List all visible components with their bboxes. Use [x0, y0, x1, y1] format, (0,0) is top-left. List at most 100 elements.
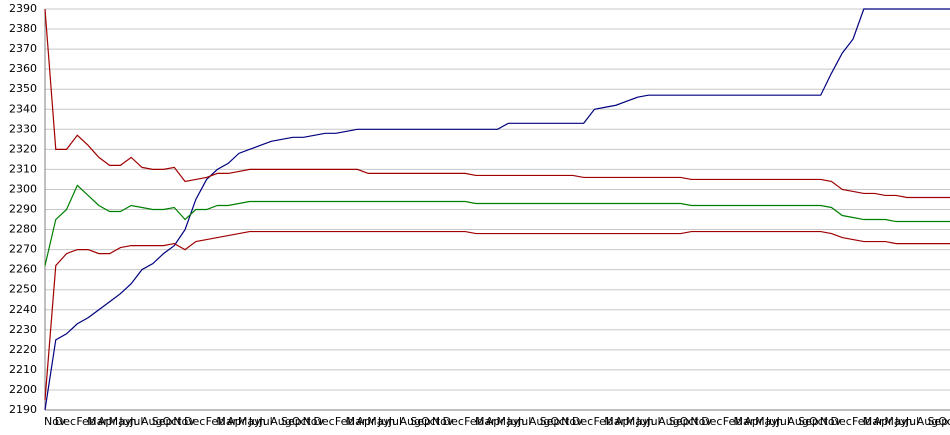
x-tick-label: Sep — [281, 415, 302, 428]
x-tick-label: May — [367, 415, 390, 428]
y-tick-label: 2200 — [9, 383, 37, 396]
x-tick-label: Dec — [443, 415, 464, 428]
x-tick-label: Dec — [184, 415, 205, 428]
x-tick-label: Mar — [863, 415, 884, 428]
x-tick-label: Nov — [820, 415, 842, 428]
x-tick-label: Aug — [658, 415, 679, 428]
x-tick-label: Mar — [87, 415, 108, 428]
x-tick-label: Mar — [734, 415, 755, 428]
x-tick-label: May — [755, 415, 778, 428]
y-tick-label: 2300 — [9, 182, 37, 195]
y-tick-label: 2250 — [9, 283, 37, 296]
x-tick-label: Dec — [830, 415, 851, 428]
series-line — [44, 230, 950, 401]
x-tick-label: Feb — [593, 415, 612, 428]
x-tick-label: Aug — [141, 415, 162, 428]
y-tick-label: 2310 — [9, 162, 37, 175]
x-tick-label: Mar — [604, 415, 625, 428]
x-tick-label: Jun — [118, 415, 136, 428]
y-tick-label: 2290 — [9, 203, 37, 216]
x-tick-label: Sep — [669, 415, 690, 428]
x-tick-label: Mar — [216, 415, 237, 428]
x-tick-label: Oct — [680, 415, 700, 428]
x-tick-label: Aug — [787, 415, 808, 428]
y-tick-label: 2240 — [9, 303, 37, 316]
x-tick-label: Dec — [55, 415, 76, 428]
y-tick-label: 2230 — [9, 323, 37, 336]
x-tick-label: Dec — [572, 415, 593, 428]
x-tick-label: Sep — [798, 415, 819, 428]
x-tick-label: Nov — [44, 415, 66, 428]
y-tick-label: 2360 — [9, 62, 37, 75]
x-tick-label: Feb — [464, 415, 483, 428]
x-tick-label: Sep — [540, 415, 561, 428]
x-tick-label: Jun — [636, 415, 654, 428]
x-tick-label: Dec — [313, 415, 334, 428]
x-tick-label: Nov — [303, 415, 325, 428]
x-tick-label: Feb — [852, 415, 871, 428]
x-tick-label: Apr — [356, 415, 376, 428]
series-line — [44, 8, 950, 411]
x-tick-label: Jul — [258, 415, 272, 428]
x-tick-label: Oct — [938, 415, 950, 428]
x-tick-label: May — [626, 415, 649, 428]
y-tick-label: 2350 — [9, 82, 37, 95]
x-tick-label: Nov — [561, 415, 583, 428]
x-tick-label: Jul — [776, 415, 790, 428]
x-tick-label: Jun — [765, 415, 783, 428]
y-tick-label: 2320 — [9, 142, 37, 155]
x-tick-label: Feb — [206, 415, 225, 428]
x-tick-label: Feb — [335, 415, 354, 428]
x-tick-label: Oct — [292, 415, 312, 428]
y-tick-label: 2340 — [9, 102, 37, 115]
x-tick-label: Sep — [927, 415, 948, 428]
y-tick-label: 2220 — [9, 343, 37, 356]
y-tick-label: 2380 — [9, 22, 37, 35]
x-tick-label: May — [884, 415, 907, 428]
x-tick-label: Jun — [894, 415, 912, 428]
x-tick-label: Aug — [270, 415, 291, 428]
x-tick-label: Jun — [506, 415, 524, 428]
x-tick-label: Jul — [905, 415, 919, 428]
y-tick-label: 2270 — [9, 243, 37, 256]
x-tick-label: Jul — [129, 415, 143, 428]
y-tick-label: 2280 — [9, 223, 37, 236]
x-tick-label: Aug — [400, 415, 421, 428]
x-tick-label: Jun — [377, 415, 395, 428]
x-tick-label: Mar — [346, 415, 367, 428]
x-tick-label: Jul — [646, 415, 660, 428]
x-tick-label: Oct — [809, 415, 829, 428]
y-tick-label: 2390 — [9, 2, 37, 15]
x-tick-label: May — [497, 415, 520, 428]
y-tick-label: 2210 — [9, 363, 37, 376]
x-tick-label: Nov — [173, 415, 195, 428]
x-tick-label: Mar — [475, 415, 496, 428]
series-line — [44, 184, 950, 266]
y-tick-label: 2260 — [9, 263, 37, 276]
x-tick-label: Apr — [615, 415, 635, 428]
x-tick-label: Jul — [388, 415, 402, 428]
x-tick-label: Oct — [163, 415, 183, 428]
x-tick-label: Feb — [723, 415, 742, 428]
x-tick-label: Apr — [227, 415, 247, 428]
x-tick-label: Sep — [410, 415, 431, 428]
y-tick-label: 2190 — [9, 403, 37, 416]
x-tick-label: May — [109, 415, 132, 428]
y-tick-label: 2370 — [9, 42, 37, 55]
x-tick-label: Oct — [550, 415, 570, 428]
x-tick-label: Nov — [690, 415, 712, 428]
x-tick-label: May — [238, 415, 261, 428]
x-tick-label: Apr — [744, 415, 764, 428]
x-tick-label: Oct — [421, 415, 441, 428]
x-tick-label: Sep — [152, 415, 173, 428]
y-tick-label: 2330 — [9, 122, 37, 135]
x-tick-label: Jun — [248, 415, 266, 428]
x-tick-label: Apr — [98, 415, 118, 428]
x-tick-label: Apr — [486, 415, 506, 428]
x-tick-label: Feb — [76, 415, 95, 428]
x-tick-label: Dec — [701, 415, 722, 428]
x-tick-label: Aug — [529, 415, 550, 428]
series-line — [44, 8, 950, 199]
x-tick-label: Nov — [432, 415, 454, 428]
